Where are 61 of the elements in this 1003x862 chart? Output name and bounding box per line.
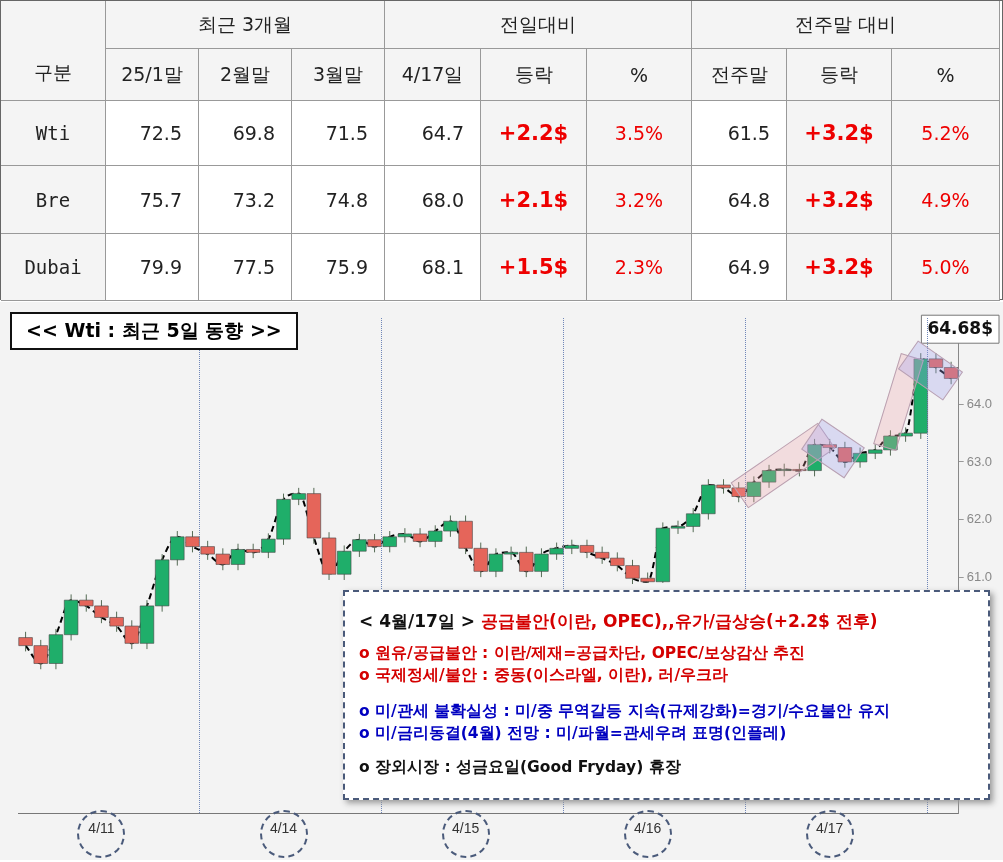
annotation: o 미/관세 불확실성 : 미/중 무역갈등 지속(규제강화)=경기/수요불안 유지 (359, 702, 890, 720)
text: 68.1 (421, 256, 464, 278)
category-label: % (892, 49, 1000, 101)
text: 74.8 (325, 188, 368, 211)
text: 5.0% (921, 256, 970, 278)
text: 71.5 (325, 122, 368, 144)
category-label: 등락 (787, 49, 892, 101)
chart-title: << Wti : 최근 5일 동향 >> (10, 312, 298, 350)
text: 75.9 (325, 256, 368, 278)
text: 64.8 (727, 188, 770, 211)
text: 61.5 (727, 122, 770, 144)
category-label: 등락 (481, 49, 587, 101)
text: 64.9 (727, 256, 770, 278)
text: 3.2% (614, 188, 664, 211)
text: 68.0 (421, 188, 464, 211)
text: 2.3% (614, 256, 664, 278)
text: +1.5$ (498, 255, 569, 279)
text: 75.7 (139, 188, 182, 211)
x-tick-label: 4/17 (816, 820, 844, 837)
category-label: 25/1말 (106, 49, 199, 101)
annotation: 64.68$ (927, 317, 994, 338)
text: 77.5 (232, 256, 275, 278)
y-tick-label: 62.0 (966, 511, 993, 527)
x-tick-label: 4/14 (269, 820, 298, 837)
text: 전일대비 (385, 1, 692, 49)
x-tick-label: 4/15 (451, 820, 480, 837)
text: +2.2$ (498, 121, 569, 145)
text: 5.2% (921, 122, 970, 144)
text: +3.2$ (804, 255, 874, 279)
category-label: 전주말 (692, 49, 787, 101)
text: +2.1$ (498, 187, 569, 212)
text: +3.2$ (804, 187, 874, 212)
annotation: o 장외시장 : 성금요일(Good Fryday) 휴장 (359, 758, 681, 776)
y-tick-label: 61.0 (966, 568, 993, 584)
category-label: 3월말 (292, 49, 385, 101)
text: 구분 (1, 1, 106, 101)
category-label: % (587, 49, 692, 101)
annotation: 공급불안(이란, OPEC),,유가/급상승(+2.2$ 전후) (480, 611, 878, 631)
annotation: o 미/금리동결(4월) 전망 : 미/파월=관세우려 표명(인플레) (359, 724, 787, 742)
x-tick-label: 4/11 (88, 820, 115, 837)
category-label: 2월말 (199, 49, 292, 101)
text: 64.7 (421, 122, 464, 144)
annotation: o 원유/공급불안 : 이란/제재=공급차단, OPEC/보상감산 추진 (359, 644, 806, 662)
y-tick-label: 63.0 (966, 453, 993, 469)
category-label: Dubai (24, 256, 82, 278)
text: 4.9% (921, 188, 970, 211)
y-tick-label: 64.0 (966, 395, 993, 411)
category-label: Wti (35, 122, 71, 144)
text: 79.9 (139, 256, 182, 278)
text: 최근 3개월 (106, 1, 385, 49)
text: +3.2$ (804, 121, 874, 145)
text: 73.2 (232, 188, 275, 211)
category-label: 4/17일 (385, 49, 481, 101)
annotation: o 국제정세/불안 : 중동(이스라엘, 이란), 러/우크라 (359, 666, 729, 684)
text: 3.5% (614, 122, 664, 144)
annotation: < 4월/17일 > (359, 611, 476, 631)
text: 69.8 (232, 122, 275, 144)
x-tick-label: 4/16 (634, 820, 662, 837)
text: 전주말 대비 (692, 1, 1000, 49)
text: 72.5 (139, 122, 182, 144)
category-label: Bre (35, 188, 71, 211)
